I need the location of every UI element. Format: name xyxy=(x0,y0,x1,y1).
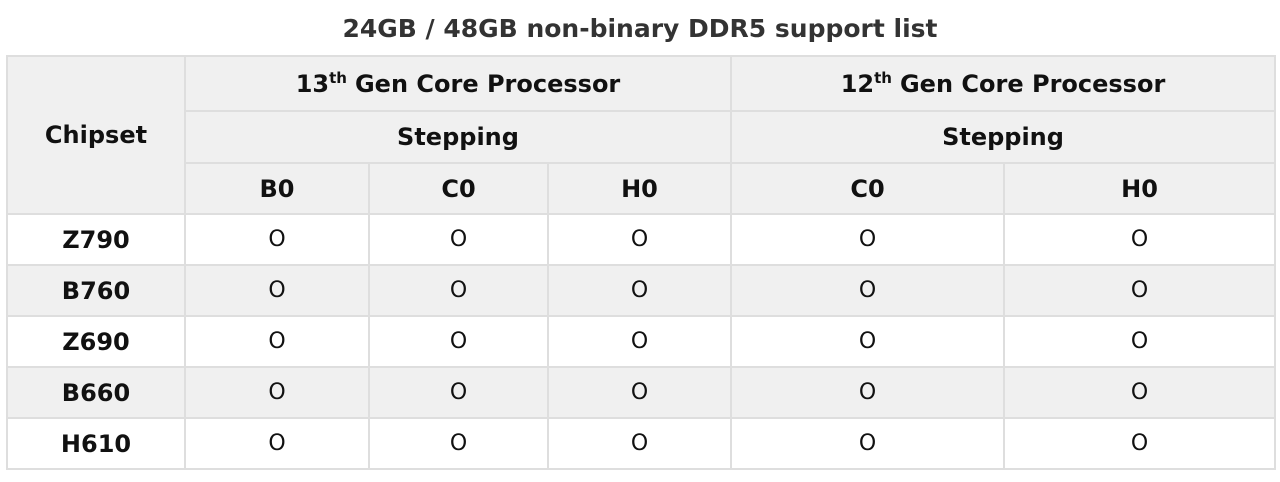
support-cell: O xyxy=(730,315,1005,368)
support-cell: O xyxy=(730,417,1005,470)
stepping-header: H0 xyxy=(1002,162,1277,215)
data-row: H610 O O O O O xyxy=(6,417,1277,470)
generation-number: 12 xyxy=(840,70,875,98)
stepping-header: B0 xyxy=(184,162,370,215)
group-label: Gen Core Processor xyxy=(354,70,621,98)
support-cell: O xyxy=(368,213,549,266)
group-label: Gen Core Processor xyxy=(899,70,1166,98)
support-cell: O xyxy=(547,315,732,368)
support-cell: O xyxy=(1002,417,1277,470)
stepping-header: C0 xyxy=(368,162,549,215)
header-row: Stepping Stepping xyxy=(7,110,1277,164)
support-cell: O xyxy=(547,264,732,317)
data-row: Z690 O O O O O xyxy=(6,315,1277,368)
chipset-cell: H610 xyxy=(6,417,186,470)
support-cell: O xyxy=(184,264,370,317)
support-cell: O xyxy=(184,213,370,266)
generation-suffix: th xyxy=(329,69,347,87)
support-cell: O xyxy=(730,213,1005,266)
table-body: Z790 O O O O O B760 O O O O O Z690 O O O O O B660 O O O O O H610… xyxy=(6,213,1277,470)
stepping-header: H0 xyxy=(547,162,732,215)
generation-suffix: th xyxy=(874,69,892,87)
chipset-cell: Z790 xyxy=(6,213,186,266)
support-cell: O xyxy=(368,264,549,317)
support-cell: O xyxy=(1002,315,1277,368)
table-header: Chipset 13th Gen Core Processor 12th Gen Cor… xyxy=(6,55,1277,215)
group-header: 13th Gen Core Processor xyxy=(184,55,732,112)
support-cell: O xyxy=(1002,366,1277,419)
stepping-header: C0 xyxy=(730,162,1005,215)
support-cell: O xyxy=(368,417,549,470)
support-cell: O xyxy=(368,366,549,419)
support-cell: O xyxy=(368,315,549,368)
corner-header: Chipset xyxy=(6,55,186,215)
support-cell: O xyxy=(1002,264,1277,317)
support-table: Chipset 13th Gen Core Processor 12th Gen Cor… xyxy=(6,55,1277,470)
subheader: Stepping xyxy=(184,110,732,164)
support-cell: O xyxy=(730,366,1005,419)
chipset-cell: Z690 xyxy=(6,315,186,368)
support-cell: O xyxy=(730,264,1005,317)
data-row: B760 O O O O O xyxy=(6,264,1277,317)
support-cell: O xyxy=(547,366,732,419)
header-row: B0 C0 H0 C0 H0 xyxy=(7,162,1277,215)
support-cell: O xyxy=(547,417,732,470)
data-row: Z790 O O O O O xyxy=(6,213,1277,266)
header-row: Chipset 13th Gen Core Processor 12th Gen Cor… xyxy=(6,55,1277,215)
group-header: 12th Gen Core Processor xyxy=(729,55,1277,112)
chipset-cell: B760 xyxy=(6,264,186,317)
generation-number: 13 xyxy=(295,70,330,98)
subheader: Stepping xyxy=(729,110,1277,164)
chipset-cell: B660 xyxy=(6,366,186,419)
data-row: B660 O O O O O xyxy=(6,366,1277,419)
support-cell: O xyxy=(184,366,370,419)
support-cell: O xyxy=(184,315,370,368)
support-cell: O xyxy=(547,213,732,266)
support-cell: O xyxy=(184,417,370,470)
table-title: 24GB / 48GB non-binary DDR5 support list xyxy=(342,14,938,43)
support-cell: O xyxy=(1002,213,1277,266)
